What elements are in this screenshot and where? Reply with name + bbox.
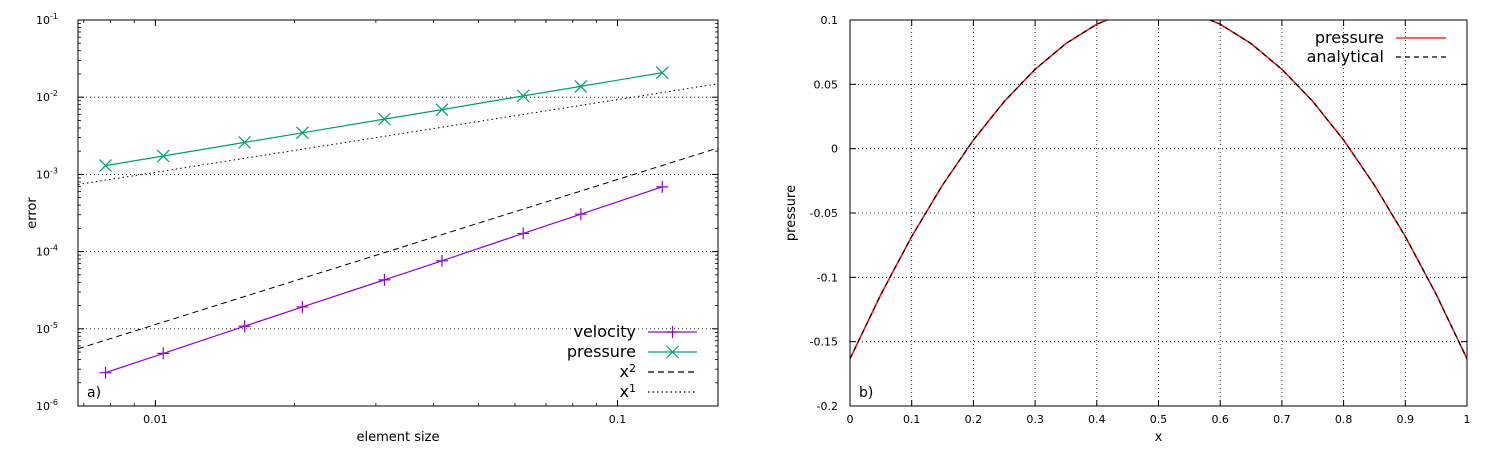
legend-label: analytical: [1307, 47, 1384, 66]
legend-label: velocity: [573, 322, 636, 341]
data-point-velocity: [517, 227, 530, 240]
y-tick-label: 0.05: [814, 78, 839, 91]
legend-label: x2: [620, 362, 636, 381]
x-tick-label: 0.1: [903, 413, 921, 426]
x-tick-label: 1: [1464, 413, 1471, 426]
panel-label: a): [87, 385, 101, 401]
data-point-velocity: [157, 347, 170, 360]
plot-frame: [849, 19, 1468, 407]
data-point-pressure: [516, 89, 530, 103]
y-axis-label: pressure: [784, 185, 799, 241]
data-point-velocity: [296, 300, 309, 313]
data-point-velocity: [238, 320, 251, 333]
x-tick-label: 0.3: [1026, 413, 1044, 426]
x-tick-label: 0.01: [143, 413, 168, 426]
y-tick-label: 10-1: [36, 12, 58, 27]
panel-a-convergence-plot: 10-6 10-5 10-4 10-3 10-2 10-1 0.01 0.1 velocityp…: [25, 12, 719, 445]
legend-label: pressure: [1315, 28, 1384, 47]
data-point-velocity: [656, 180, 669, 193]
x-tick-label: 0.1: [609, 413, 627, 426]
y-tick-label: 10-2: [36, 89, 58, 104]
x-tick-label: 0.4: [1088, 413, 1106, 426]
series-line-2: [78, 147, 718, 350]
data-point-pressure: [655, 66, 669, 80]
y-tick-label: 10-3: [36, 166, 58, 181]
data-point-pressure: [295, 126, 309, 140]
x-tick-label: 0.9: [1397, 413, 1415, 426]
x-tick-label: 0.5: [1150, 413, 1168, 426]
y-tick-label: -0.1: [817, 271, 838, 284]
panel-label: b): [859, 385, 873, 401]
x-tick-label: 0.6: [1211, 413, 1229, 426]
y-axis-label: error: [25, 197, 40, 229]
y-tick-label: 0.1: [821, 14, 839, 27]
x-tick-label: 0.7: [1273, 413, 1291, 426]
series-line-analytical: [850, 20, 1467, 360]
legend-marker: [666, 345, 679, 359]
data-point-velocity: [574, 208, 587, 221]
y-tick-label: -0.2: [817, 400, 838, 413]
series-line-3: [78, 83, 718, 185]
x-tick-label: 0.8: [1335, 413, 1353, 426]
x-axis-label: x: [1155, 430, 1163, 445]
data-point-pressure: [156, 149, 170, 163]
plot-frame: [77, 19, 719, 407]
legend-label: pressure: [567, 342, 636, 361]
data-point-pressure: [99, 159, 112, 173]
y-tick-label: -0.05: [810, 207, 838, 220]
data-point-pressure: [238, 135, 252, 149]
panel-b-pressure-plot: 0 0.1 0.2 0.3 0.4 0.5 0.6 0.7 0.8 0.9 1 -0.2 -0.15 -0…: [784, 14, 1471, 445]
data-point-velocity: [99, 366, 112, 379]
y-tick-label: -0.15: [810, 336, 838, 349]
x-tick-label: 0.2: [965, 413, 983, 426]
y-tick-label: 10-5: [36, 321, 58, 336]
data-point-pressure: [377, 112, 391, 126]
x-tick-label: 0: [847, 413, 854, 426]
legend-label: x1: [620, 382, 636, 401]
data-point-pressure: [435, 103, 449, 117]
y-tick-label: 10-4: [36, 244, 58, 259]
legend-marker: [666, 326, 679, 338]
x-axis-label: element size: [357, 430, 440, 445]
data-point-velocity: [435, 254, 448, 267]
y-tick-label: 0: [831, 143, 838, 156]
data-point-velocity: [378, 273, 391, 286]
data-point-pressure: [574, 79, 588, 93]
y-tick-label: 10-6: [36, 398, 58, 413]
